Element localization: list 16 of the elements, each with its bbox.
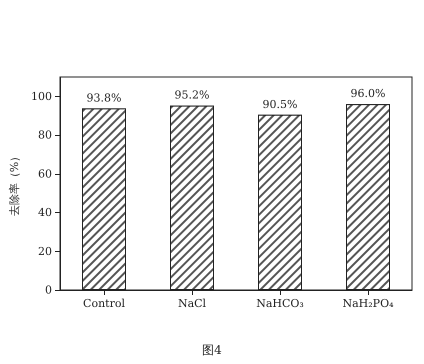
- x-tick-label: Control: [83, 297, 126, 310]
- y-tick-label: 40: [38, 206, 52, 220]
- caption: 图4: [202, 343, 222, 357]
- x-tick-label: NaCl: [178, 297, 207, 310]
- y-tick-label: 80: [38, 128, 52, 142]
- data-label: 96.0%: [350, 87, 386, 100]
- data-label: 95.2%: [174, 88, 210, 102]
- data-label: 93.8%: [86, 91, 122, 104]
- y-tick-label: 100: [31, 90, 52, 103]
- y-axis-title: 去除率（%）: [8, 150, 22, 216]
- data-label: 90.5%: [262, 98, 298, 111]
- x-tick-label: NaHCO₃: [256, 297, 304, 310]
- y-tick-label: 20: [38, 244, 52, 258]
- x-tick-label: NaH₂PO₄: [342, 297, 394, 310]
- y-tick-label: 0: [45, 284, 52, 296]
- y-tick-label: 60: [38, 167, 52, 180]
